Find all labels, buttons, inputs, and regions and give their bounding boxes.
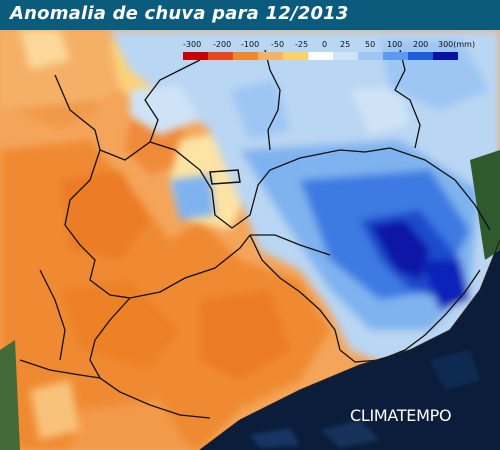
legend-label: -50 (271, 40, 285, 49)
legend-label: -25 (295, 40, 309, 49)
legend-label: 50 (365, 40, 376, 49)
legend: -300 -200 -100 -50 -25 0 25 50 100 200 3… (183, 40, 475, 64)
legend-label: 0 (322, 40, 328, 49)
map-title: Anomalia de chuva para 12/2013 (10, 3, 349, 24)
legend-label: -100 (241, 40, 260, 49)
western-land-strip (0, 340, 20, 450)
legend-swatch (208, 52, 233, 60)
legend-label: 100 (387, 40, 403, 49)
legend-swatch (383, 52, 408, 60)
legend-swatch (358, 52, 383, 60)
legend-swatch (233, 52, 258, 60)
legend-label: 300(mm) (438, 40, 476, 49)
legend-label: -200 (213, 40, 232, 49)
coastal-land (470, 150, 500, 260)
legend-swatch (408, 52, 433, 60)
legend-label: 25 (340, 40, 351, 49)
legend-swatch (433, 52, 458, 60)
legend-swatch (308, 52, 333, 60)
legend-swatch (258, 52, 283, 60)
title-bar: Anomalia de chuva para 12/2013 (0, 0, 500, 30)
legend-label: 200 (413, 40, 429, 49)
legend-label: -300 (183, 40, 202, 49)
legend-swatch (283, 52, 308, 60)
climatempo-logo: CLIMATEMPO (350, 406, 452, 425)
legend-swatch (333, 52, 358, 60)
ocean-texture (250, 350, 480, 448)
ocean (200, 240, 500, 450)
federal-district-outline (209, 169, 241, 185)
wet-anomaly-areas (110, 30, 500, 370)
rainfall-anomaly-map (0, 30, 500, 450)
coastline (199, 239, 500, 450)
state-boundaries (19, 49, 491, 419)
legend-swatch (183, 52, 208, 60)
